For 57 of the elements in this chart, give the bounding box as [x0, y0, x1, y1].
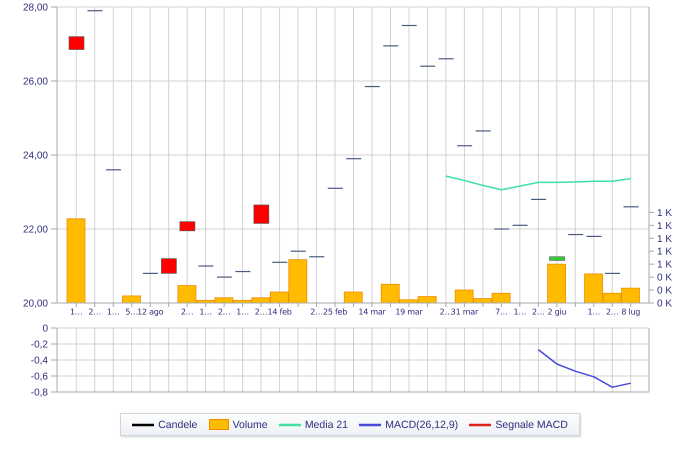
x-tick-label: 1…	[236, 308, 250, 317]
y2-tick-label: 0 K	[657, 272, 672, 284]
x-tick-label: 8 lug	[621, 308, 640, 317]
x-tick-label: 19 mar	[395, 308, 424, 317]
y-tick-label: 20,00	[22, 298, 48, 310]
y2-tick-label: 1 K	[657, 208, 672, 219]
x-tick-label: 31 mar	[450, 308, 479, 317]
x-tick-label: 12 ago	[137, 308, 164, 317]
x-tick-label: 2…	[254, 308, 268, 317]
legend-label: Volume	[232, 418, 268, 430]
candlestick	[254, 204, 270, 224]
x-tick-label: 25 feb	[322, 308, 348, 317]
y-tick-label: 0	[42, 324, 48, 335]
y-tick-label: -0,4	[30, 356, 48, 367]
y-tick-label: -0,6	[30, 372, 48, 383]
text: Candele	[158, 418, 198, 430]
x-tick-label: 2…	[218, 308, 231, 317]
bar	[122, 295, 141, 303]
bar	[547, 264, 566, 303]
x-tick-label: 1…	[514, 308, 526, 317]
y2-tick-label: 1 K	[657, 220, 672, 232]
x-tick-label: 2…	[440, 308, 452, 317]
y2-tick-label: 1 K	[657, 260, 672, 271]
x-tick-label: 2…	[180, 308, 194, 317]
x-tick-label: 1…	[106, 308, 120, 317]
y-tick-label: 28,00	[22, 2, 48, 14]
x-tick-label: 2…	[310, 308, 324, 317]
y-tick-label: 26,00	[22, 76, 48, 88]
x-tick-label: 1…	[199, 308, 212, 317]
y-tick-label: 24,00	[22, 150, 48, 162]
candlestick	[161, 258, 177, 274]
y-tick-label: -0,2	[30, 340, 48, 351]
y-tick-label: -0,8	[30, 388, 48, 399]
x-tick-label: 2 giu	[547, 308, 566, 317]
x-tick-label: 2…	[532, 308, 545, 317]
line-series	[538, 348, 632, 388]
legend-label: MACD(26,12,9)	[385, 418, 458, 430]
x-tick-label: 1…	[70, 308, 83, 317]
bar	[66, 218, 86, 303]
y2-tick-label: 0 K	[657, 298, 672, 310]
candlestick	[180, 221, 196, 232]
line-series	[445, 175, 632, 191]
x-tick-label: 7…	[495, 308, 508, 317]
x-tick-label: 14 feb	[268, 308, 292, 317]
x-tick-label: 2…	[88, 308, 102, 317]
x-tick-label: 5…	[125, 308, 138, 317]
y2-tick-label: 1 K	[657, 234, 672, 245]
candlestick	[68, 36, 84, 50]
y2-tick-label: 1 K	[657, 246, 672, 258]
legend-label: Media 21	[304, 418, 348, 430]
x-tick-label: 2…	[606, 308, 619, 317]
bar	[344, 292, 363, 303]
y2-tick-label: 0 K	[657, 286, 672, 297]
y-tick-label: 22,00	[22, 224, 48, 236]
x-tick-label: 1…	[587, 308, 600, 317]
x-tick-label: 14 mar	[358, 308, 387, 317]
legend-label: Segnale MACD	[495, 418, 568, 430]
